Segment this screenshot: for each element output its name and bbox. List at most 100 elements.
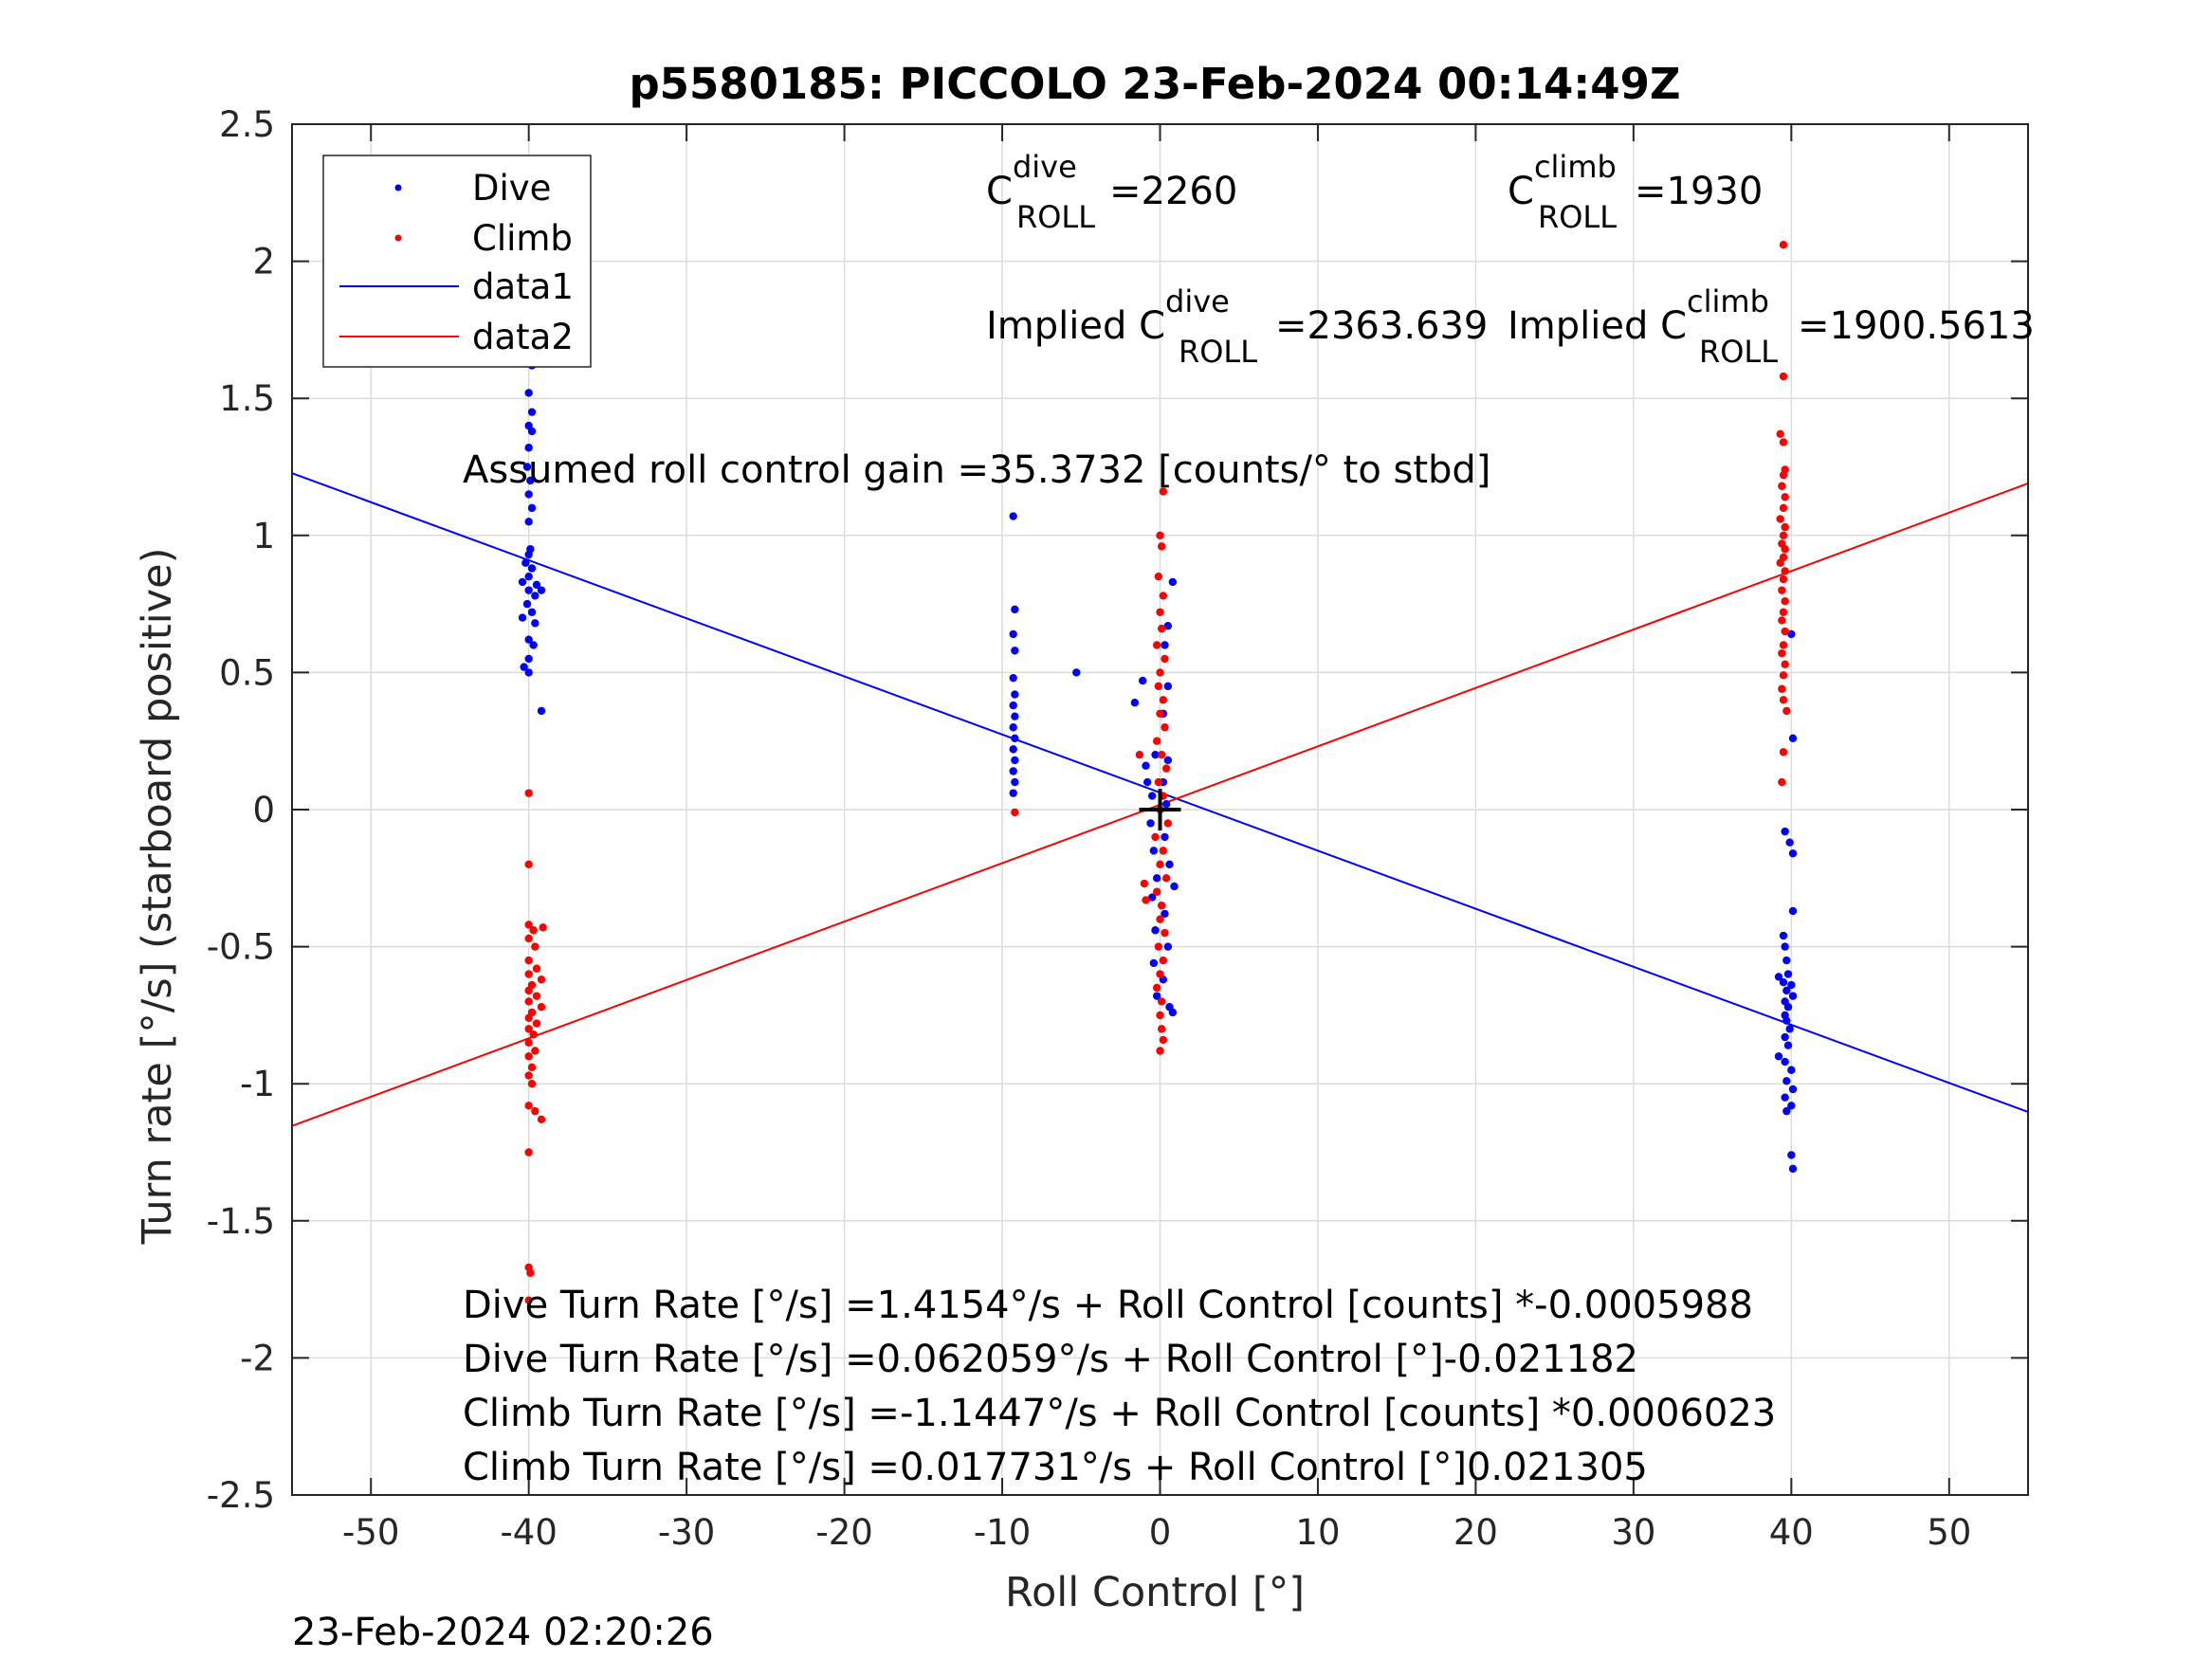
- dive-point: [1168, 577, 1178, 587]
- dive-point: [524, 635, 533, 644]
- y-tick-label: -1.5: [207, 1201, 275, 1242]
- climb-point: [1159, 592, 1168, 600]
- climb-point: [524, 986, 533, 995]
- dive-point: [1009, 512, 1017, 520]
- dive-point: [1152, 874, 1161, 883]
- climb-point: [1157, 997, 1166, 1006]
- dive-point: [1163, 682, 1173, 691]
- dive-point: [527, 408, 537, 416]
- y-tick-label: -2.5: [207, 1475, 275, 1516]
- dive-point: [1781, 1093, 1789, 1102]
- dive-point: [1009, 745, 1017, 754]
- climb-point: [524, 1025, 533, 1033]
- climb-point: [524, 956, 533, 965]
- climb-point: [524, 1148, 533, 1157]
- climb-point: [531, 1047, 539, 1055]
- y-tick-label: 0.5: [219, 652, 275, 693]
- dive-point: [1788, 992, 1798, 1000]
- dive-point: [524, 389, 533, 397]
- climb-point: [537, 1003, 546, 1012]
- climb-point: [1161, 723, 1169, 732]
- legend-label-climb: Climb: [472, 218, 573, 259]
- climb-point: [1157, 750, 1166, 759]
- climb-point: [1157, 902, 1166, 910]
- climb-point: [1151, 832, 1160, 842]
- dive-point: [1011, 647, 1019, 655]
- axis-ticks: [292, 123, 2028, 1496]
- climb-point: [1156, 668, 1164, 677]
- dive-point: [1011, 734, 1019, 743]
- dive-point: [1788, 906, 1798, 916]
- dive-point: [1788, 1085, 1798, 1094]
- climb-point: [1779, 241, 1788, 249]
- dive-point: [1009, 767, 1017, 775]
- dive-point: [527, 564, 537, 573]
- legend-label-dive: Dive: [472, 168, 551, 209]
- x-tick-label: 50: [1927, 1512, 1971, 1553]
- legend-label-data2: data2: [472, 317, 574, 357]
- implied-c-roll-dive-label: Implied Cdive ROLL=2363.639: [986, 283, 1488, 370]
- climb-point: [524, 1296, 533, 1304]
- climb-point: [532, 964, 541, 973]
- climb-point: [1157, 1025, 1166, 1033]
- dive-point: [524, 518, 533, 526]
- climb-point: [1157, 624, 1166, 633]
- dive-point: [1147, 893, 1157, 902]
- climb-point: [1778, 616, 1786, 625]
- implied-c-roll-climb-label: Implied Cclimb ROLL=1900.5613: [1508, 283, 2035, 370]
- climb-point: [1161, 874, 1171, 883]
- dive-point: [1146, 819, 1155, 828]
- x-tick-label: -50: [342, 1512, 399, 1553]
- dive-point: [1149, 847, 1159, 855]
- scatter-points: [518, 241, 1798, 1304]
- dive-point: [1009, 629, 1017, 639]
- dive-point: [1774, 1052, 1783, 1061]
- legend-marker-climb: [394, 234, 402, 242]
- dive-point: [1009, 789, 1017, 797]
- climb-point: [1159, 1035, 1168, 1045]
- climb-point: [1779, 608, 1788, 616]
- c-roll-climb-label: Cclimb ROLL=1930: [1508, 149, 1763, 235]
- dive-point: [1143, 777, 1152, 787]
- dive-point: [1782, 1077, 1791, 1085]
- climb-point: [1152, 641, 1161, 649]
- dive-point: [524, 654, 533, 664]
- climb-point: [527, 1080, 537, 1088]
- dive-point: [1152, 992, 1161, 1000]
- dive-point: [1147, 792, 1157, 800]
- climb-point: [539, 923, 547, 932]
- climb-point: [1781, 493, 1789, 501]
- climb-point: [1152, 983, 1161, 993]
- x-tick-label: 40: [1769, 1512, 1814, 1553]
- dive-point: [1130, 699, 1140, 707]
- dive-point: [524, 586, 533, 594]
- climb-point: [1781, 627, 1789, 636]
- climb-point: [537, 1115, 546, 1123]
- dive-point: [524, 490, 533, 499]
- climb-point: [1161, 928, 1169, 938]
- climb-point: [532, 1019, 541, 1028]
- dive-point: [1161, 909, 1169, 919]
- climb-point: [1778, 648, 1786, 658]
- climb-point: [524, 997, 533, 1006]
- dive-point: [521, 558, 530, 567]
- dive-point: [1785, 838, 1794, 847]
- dive-point: [1151, 926, 1160, 935]
- dive-point: [532, 580, 541, 590]
- climb-point: [1781, 522, 1789, 532]
- y-tick-label: -1: [240, 1064, 275, 1104]
- climb-point: [1779, 696, 1788, 704]
- dive-point: [1163, 756, 1173, 765]
- dive-point: [531, 592, 539, 600]
- dive-point: [1787, 1102, 1796, 1110]
- y-tick-label: 2: [252, 242, 275, 283]
- y-tick-label: -2: [240, 1338, 275, 1378]
- x-tick-label: -30: [658, 1512, 715, 1553]
- dive-point: [1787, 980, 1796, 990]
- climb-point: [1156, 1011, 1164, 1020]
- climb-point: [1011, 808, 1019, 817]
- c-roll-dive-label: Cdive ROLL=2260: [986, 149, 1237, 235]
- dive-point: [1779, 977, 1788, 987]
- climb-point: [1156, 860, 1164, 869]
- dive-point: [522, 599, 532, 609]
